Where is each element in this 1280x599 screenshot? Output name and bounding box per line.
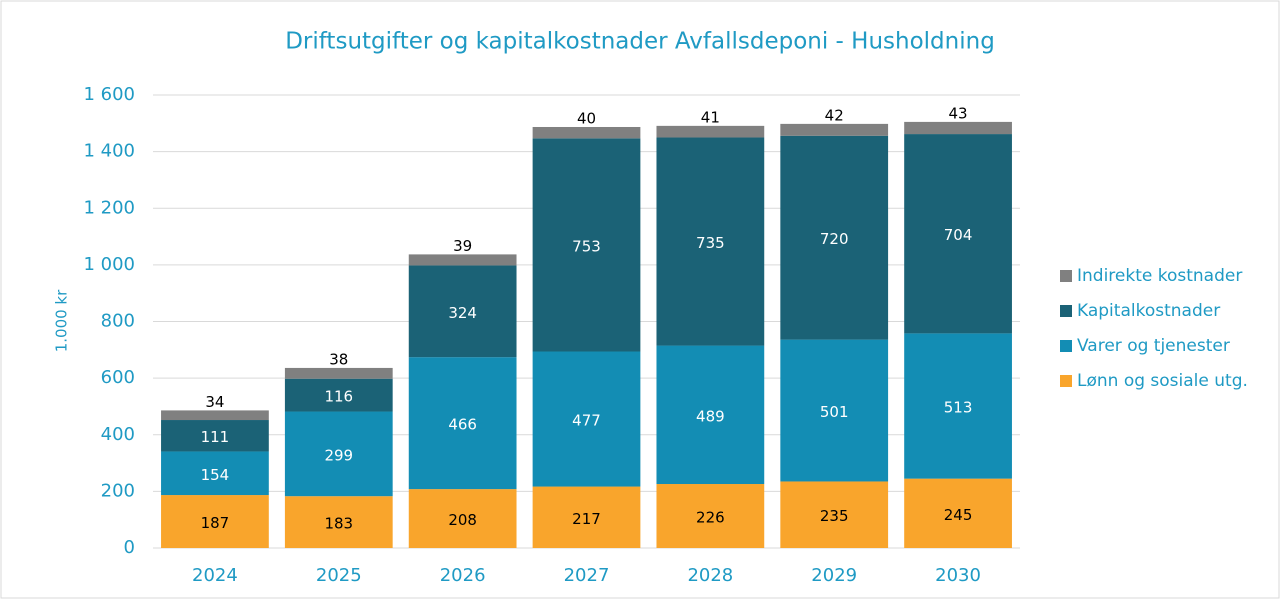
legend-label: Varer og tjenester xyxy=(1077,336,1230,356)
legend-label: Kapitalkostnader xyxy=(1077,301,1220,321)
bar-segment xyxy=(656,345,765,485)
data-label: 513 xyxy=(944,399,973,417)
bar-segment xyxy=(780,481,889,548)
bar-segment xyxy=(161,451,269,496)
y-tick-label: 600 xyxy=(101,367,135,388)
y-tick-label: 800 xyxy=(101,311,135,332)
data-label: 38 xyxy=(329,350,348,368)
data-label: 40 xyxy=(577,109,596,127)
x-tick-label: 2030 xyxy=(935,565,981,586)
bar-segment xyxy=(780,123,889,136)
bar-segment xyxy=(161,495,269,548)
data-label: 42 xyxy=(825,106,844,124)
data-label: 187 xyxy=(201,514,230,532)
legend-swatch xyxy=(1060,270,1072,282)
data-label: 501 xyxy=(820,403,849,421)
data-label: 116 xyxy=(324,388,353,406)
legend-swatch xyxy=(1060,375,1072,387)
data-label: 477 xyxy=(572,412,601,430)
data-label: 43 xyxy=(949,104,968,122)
bar-segment xyxy=(656,125,765,138)
bar-segment xyxy=(408,254,517,266)
x-tick-label: 2026 xyxy=(440,565,486,586)
x-tick-label: 2029 xyxy=(811,565,857,586)
x-tick-label: 2027 xyxy=(564,565,610,586)
bar-segment xyxy=(780,339,889,482)
y-tick-label: 1 400 xyxy=(83,141,135,162)
legend-label: Indirekte kostnader xyxy=(1077,266,1242,286)
data-label: 111 xyxy=(201,428,230,446)
bar-segment xyxy=(532,138,641,352)
bar-segment xyxy=(656,137,765,346)
data-label: 226 xyxy=(696,509,725,527)
bar-segment xyxy=(284,367,393,379)
bar-segment xyxy=(284,411,393,497)
data-label: 235 xyxy=(820,507,849,525)
data-label: 183 xyxy=(324,515,353,533)
x-tick-label: 2024 xyxy=(192,565,238,586)
x-tick-label: 2025 xyxy=(316,565,362,586)
data-label: 704 xyxy=(944,226,973,244)
data-label: 324 xyxy=(448,304,477,322)
data-label: 753 xyxy=(572,237,601,255)
bar-segment xyxy=(408,265,517,358)
bar-segment xyxy=(532,351,641,487)
bar-segment xyxy=(780,135,889,340)
data-label: 34 xyxy=(205,393,224,411)
chart-title: Driftsutgifter og kapitalkostnader Avfal… xyxy=(285,29,995,55)
y-tick-label: 1 000 xyxy=(83,254,135,275)
data-label: 489 xyxy=(696,407,725,425)
y-tick-label: 400 xyxy=(101,424,135,445)
bar-segment xyxy=(284,496,393,548)
legend-swatch xyxy=(1060,340,1072,352)
data-label: 735 xyxy=(696,234,725,252)
y-tick-label: 1 200 xyxy=(83,197,135,218)
legend-label: Lønn og sosiale utg. xyxy=(1077,371,1248,391)
bar-segment xyxy=(904,333,1012,479)
data-label: 39 xyxy=(453,237,472,255)
bar-segment xyxy=(904,134,1012,334)
bar-segment xyxy=(532,486,641,548)
data-label: 299 xyxy=(324,446,353,464)
data-label: 154 xyxy=(201,466,230,484)
data-label: 208 xyxy=(448,511,477,529)
data-label: 720 xyxy=(820,230,849,248)
bar-segment xyxy=(408,357,517,490)
bar-segment xyxy=(408,489,517,548)
bar-segment xyxy=(161,420,269,452)
bar-segment xyxy=(904,478,1012,548)
x-tick-label: 2028 xyxy=(687,565,733,586)
data-label: 41 xyxy=(701,108,720,126)
y-tick-label: 0 xyxy=(124,537,135,558)
legend-swatch xyxy=(1060,305,1072,317)
data-label: 245 xyxy=(944,506,973,524)
data-label: 466 xyxy=(448,416,477,434)
bar-segment xyxy=(904,121,1012,135)
y-tick-label: 200 xyxy=(101,480,135,501)
bar-segment xyxy=(656,484,765,548)
y-axis-label: 1.000 kr xyxy=(53,289,71,352)
data-label: 217 xyxy=(572,510,601,528)
bar-segment xyxy=(284,378,393,412)
bar-segment xyxy=(161,410,269,421)
y-tick-label: 1 600 xyxy=(83,84,135,105)
bar-segment xyxy=(532,126,641,139)
